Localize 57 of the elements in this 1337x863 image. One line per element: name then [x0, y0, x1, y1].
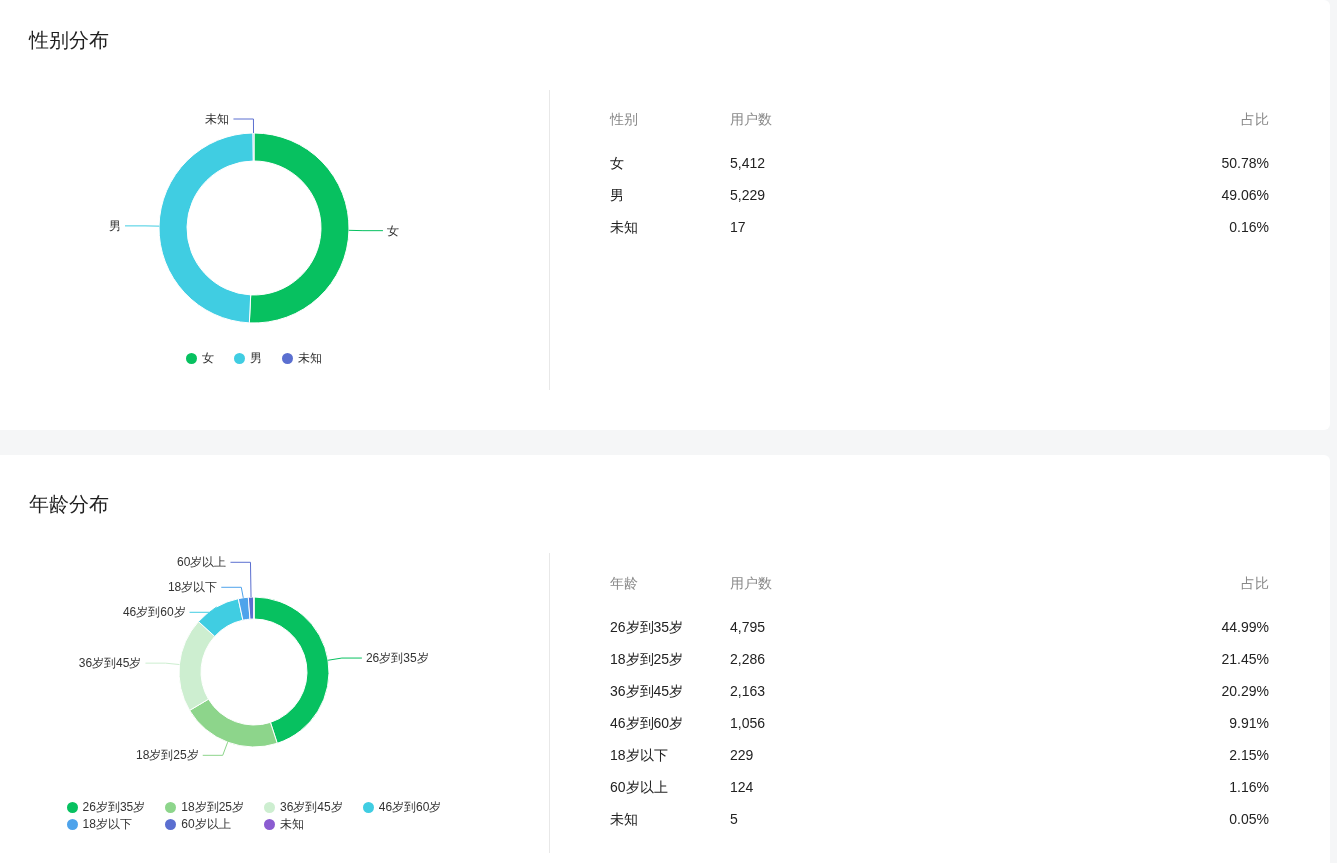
text: 20.29% [1221, 682, 1269, 701]
slice-label: 60岁以上 [177, 555, 227, 570]
text: 男 [610, 186, 624, 205]
slice-label: 女 [386, 223, 399, 238]
legend-label: 18岁以下 [82, 816, 132, 833]
legend-label: 未知 [298, 350, 322, 367]
text: 5,229 [730, 186, 766, 205]
text: 5,412 [730, 154, 766, 173]
slice-label: 36岁到45岁 [78, 656, 142, 671]
text: 124 [730, 778, 754, 797]
legend-label: 46岁到60岁 [378, 799, 442, 816]
text: 18岁到25岁 [610, 650, 684, 669]
text: 2,163 [730, 682, 766, 701]
text: 50.78% [1221, 154, 1269, 173]
text: 26岁到35岁 [610, 618, 684, 637]
text: 229 [730, 746, 754, 765]
text: 未知 [610, 218, 638, 237]
text: 0.05% [1229, 810, 1269, 829]
text: 49.06% [1221, 186, 1269, 205]
text: 17 [730, 218, 746, 237]
text: 2.15% [1229, 746, 1269, 765]
legend-label: 36岁到45岁 [280, 799, 343, 816]
text: 2,286 [730, 650, 766, 669]
text: 36岁到45岁 [610, 682, 684, 701]
text: 女 [610, 154, 624, 173]
text: 18岁以下 [610, 746, 668, 765]
legend-label: 未知 [280, 816, 304, 833]
slice-label: 26岁到35岁 [365, 651, 429, 666]
chart-title: 年龄分布 [29, 492, 109, 517]
text: 未知 [610, 810, 638, 829]
legend-label: 男 [250, 350, 262, 367]
text: 占比 [1241, 110, 1269, 129]
slice-label: 未知 [205, 112, 230, 126]
slice-label: 18岁到25岁 [136, 748, 199, 763]
legend-label: 女 [202, 350, 214, 367]
text: 用户数 [730, 110, 772, 129]
text: 46岁到60岁 [610, 714, 684, 733]
legend-label: 26岁到35岁 [82, 799, 146, 816]
text: 1.16% [1229, 778, 1269, 797]
slice-label: 46岁到60岁 [122, 605, 186, 620]
text: 用户数 [730, 574, 772, 593]
slice-label: 18岁以下 [167, 580, 218, 595]
text: 44.99% [1221, 618, 1269, 637]
text: 1,056 [730, 714, 766, 733]
legend-label: 18岁到25岁 [181, 799, 244, 816]
text: 性别 [610, 110, 638, 129]
chart-title: 性别分布 [29, 28, 109, 53]
text: 0.16% [1229, 218, 1269, 237]
text: 9.91% [1229, 714, 1269, 733]
text: 4,795 [730, 618, 766, 637]
text: 60岁以上 [610, 778, 668, 797]
slice-label: 男 [109, 218, 122, 233]
text: 年龄 [610, 574, 638, 593]
text: 占比 [1241, 574, 1269, 593]
text: 5 [730, 810, 738, 829]
legend-label: 60岁以上 [181, 816, 231, 833]
text: 21.45% [1221, 650, 1269, 669]
